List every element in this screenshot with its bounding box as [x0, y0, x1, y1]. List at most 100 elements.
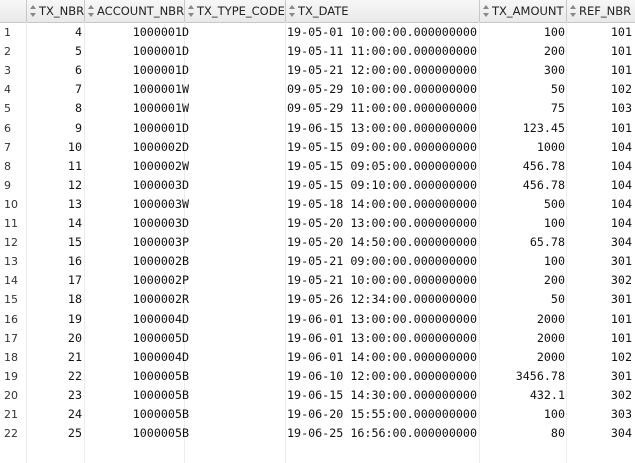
cell-tx-amount[interactable]: 200	[543, 273, 565, 288]
sort-arrows-icon[interactable]	[569, 4, 577, 18]
column-header-ref-nbr[interactable]: REF_NBR	[567, 0, 635, 22]
cell-ref-nbr[interactable]: 104	[610, 216, 632, 230]
table-row[interactable]: 13 16 1000002 B 19-05-21 09:00:00.000000000 1…	[0, 252, 635, 271]
cell-tx-amount[interactable]: 50	[550, 292, 565, 307]
cell-tx-date[interactable]: 19-05-15 09:05:00.000000000	[287, 158, 477, 173]
cell-ref-nbr[interactable]: 304	[610, 235, 632, 250]
cell-account-nbr[interactable]: 1000004	[132, 349, 182, 364]
cell-account-nbr[interactable]: 1000001	[132, 63, 182, 78]
cell-tx-type-code[interactable]: B	[182, 254, 190, 269]
cell-tx-nbr[interactable]: 6	[74, 63, 82, 78]
cell-tx-date[interactable]: 19-05-21 09:00:00.000000000	[287, 254, 477, 269]
table-row[interactable]: 8 11 1000002 W 19-05-15 09:05:00.000000000 45…	[0, 157, 635, 176]
cell-tx-date[interactable]: 19-06-25 16:56:00.000000000	[287, 426, 477, 441]
cell-tx-type-code[interactable]: D	[182, 44, 190, 59]
cell-tx-nbr[interactable]: 15	[67, 235, 82, 250]
cell-tx-date[interactable]: 19-05-20 13:00:00.000000000	[287, 216, 477, 230]
table-row[interactable]: 18 21 1000004 D 19-06-01 14:00:00.000000000 2…	[0, 348, 635, 367]
cell-ref-nbr[interactable]: 302	[610, 273, 632, 288]
table-row[interactable]: 10 13 1000003 W 19-05-18 14:00:00.000000000 5…	[0, 195, 635, 214]
cell-account-nbr[interactable]: 1000005	[132, 387, 182, 402]
cell-tx-nbr[interactable]: 19	[67, 311, 82, 326]
cell-tx-amount[interactable]: 432.1	[529, 387, 565, 402]
cell-account-nbr[interactable]: 1000002	[132, 158, 182, 173]
cell-tx-nbr[interactable]: 8	[74, 101, 82, 116]
cell-account-nbr[interactable]: 1000005	[132, 426, 182, 441]
cell-ref-nbr[interactable]: 104	[610, 139, 632, 154]
cell-account-nbr[interactable]: 1000005	[132, 368, 182, 383]
cell-tx-type-code[interactable]: D	[182, 216, 190, 230]
cell-tx-amount[interactable]: 456.78	[522, 177, 565, 192]
cell-tx-nbr[interactable]: 9	[74, 120, 82, 135]
column-header-tx-amount[interactable]: TX_AMOUNT	[480, 0, 567, 22]
cell-tx-amount[interactable]: 2000	[536, 330, 565, 345]
table-row[interactable]: 7 10 1000002 D 19-05-15 09:00:00.000000000 10…	[0, 138, 635, 157]
cell-account-nbr[interactable]: 1000001	[132, 44, 182, 59]
cell-account-nbr[interactable]: 1000001	[132, 82, 182, 97]
cell-account-nbr[interactable]: 1000003	[132, 177, 182, 192]
cell-tx-nbr[interactable]: 23	[67, 387, 82, 402]
cell-tx-date[interactable]: 19-05-21 10:00:00.000000000	[287, 273, 477, 288]
cell-tx-amount[interactable]: 100	[543, 407, 565, 421]
cell-account-nbr[interactable]: 1000003	[132, 216, 182, 230]
table-row[interactable]: 17 20 1000005 D 19-06-01 13:00:00.000000000 2…	[0, 329, 635, 348]
cell-ref-nbr[interactable]: 102	[610, 82, 632, 97]
cell-tx-date[interactable]: 19-06-01 13:00:00.000000000	[287, 330, 477, 345]
cell-tx-nbr[interactable]: 13	[67, 196, 82, 211]
cell-ref-nbr[interactable]: 104	[610, 158, 632, 173]
cell-tx-type-code[interactable]: B	[182, 368, 190, 383]
cell-tx-type-code[interactable]: B	[182, 407, 190, 421]
cell-tx-nbr[interactable]: 7	[74, 82, 82, 97]
cell-tx-type-code[interactable]: B	[182, 387, 190, 402]
sort-arrows-icon[interactable]	[29, 4, 37, 18]
cell-tx-type-code[interactable]: D	[182, 330, 190, 345]
cell-tx-nbr[interactable]: 21	[67, 349, 82, 364]
column-header-account-nbr[interactable]: ACCOUNT_NBR	[85, 0, 185, 22]
cell-tx-amount[interactable]: 2000	[536, 311, 565, 326]
table-row[interactable]: 20 23 1000005 B 19-06-15 14:30:00.000000000 4…	[0, 386, 635, 405]
cell-account-nbr[interactable]: 1000005	[132, 330, 182, 345]
cell-ref-nbr[interactable]: 304	[610, 426, 632, 441]
cell-tx-date[interactable]: 19-06-01 14:00:00.000000000	[287, 349, 477, 364]
cell-tx-type-code[interactable]: D	[182, 139, 190, 154]
cell-account-nbr[interactable]: 1000003	[132, 196, 182, 211]
cell-tx-amount[interactable]: 3456.78	[515, 368, 565, 383]
table-row[interactable]: 21 24 1000005 B 19-06-20 15:55:00.000000000 1…	[0, 405, 635, 424]
cell-tx-amount[interactable]: 100	[543, 216, 565, 230]
cell-tx-date[interactable]: 19-06-15 14:30:00.000000000	[287, 387, 477, 402]
cell-tx-amount[interactable]: 2000	[536, 349, 565, 364]
cell-ref-nbr[interactable]: 103	[610, 101, 632, 116]
cell-account-nbr[interactable]: 1000005	[132, 407, 182, 421]
table-row[interactable]: 19 22 1000005 B 19-06-10 12:00:00.000000000 3…	[0, 367, 635, 386]
cell-ref-nbr[interactable]: 101	[610, 120, 632, 135]
cell-ref-nbr[interactable]: 101	[610, 63, 632, 78]
table-row[interactable]: 14 17 1000002 P 19-05-21 10:00:00.000000000 2…	[0, 271, 635, 290]
cell-tx-type-code[interactable]: P	[182, 273, 190, 288]
cell-tx-date[interactable]: 19-05-15 09:10:00.000000000	[287, 177, 477, 192]
cell-ref-nbr[interactable]: 301	[610, 254, 632, 269]
cell-tx-date[interactable]: 19-05-01 10:00:00.000000000	[287, 25, 477, 39]
table-row[interactable]: 6 9 1000001 D 19-06-15 13:00:00.000000000 123…	[0, 119, 635, 138]
cell-tx-type-code[interactable]: W	[182, 82, 190, 97]
cell-tx-date[interactable]: 19-06-20 15:55:00.000000000	[287, 407, 477, 421]
cell-ref-nbr[interactable]: 104	[610, 177, 632, 192]
cell-account-nbr[interactable]: 1000001	[132, 25, 182, 39]
column-header-tx-date[interactable]: TX_DATE	[286, 0, 480, 22]
cell-tx-date[interactable]: 19-05-18 14:00:00.000000000	[287, 196, 477, 211]
cell-tx-type-code[interactable]: P	[182, 235, 190, 250]
cell-tx-amount[interactable]: 75	[550, 101, 565, 116]
cell-tx-type-code[interactable]: D	[182, 63, 190, 78]
cell-ref-nbr[interactable]: 104	[610, 196, 632, 211]
cell-tx-date[interactable]: 19-05-21 12:00:00.000000000	[287, 63, 477, 78]
cell-ref-nbr[interactable]: 101	[610, 44, 632, 59]
cell-account-nbr[interactable]: 1000004	[132, 311, 182, 326]
cell-account-nbr[interactable]: 1000001	[132, 120, 182, 135]
cell-tx-amount[interactable]: 456.78	[522, 158, 565, 173]
cell-ref-nbr[interactable]: 102	[610, 349, 632, 364]
sort-arrows-icon[interactable]	[288, 4, 296, 18]
cell-tx-amount[interactable]: 100	[543, 254, 565, 269]
table-row[interactable]: 12 15 1000003 P 19-05-20 14:50:00.000000000 6…	[0, 233, 635, 252]
cell-account-nbr[interactable]: 1000002	[132, 273, 182, 288]
cell-tx-amount[interactable]: 200	[543, 44, 565, 59]
cell-tx-nbr[interactable]: 24	[67, 407, 82, 421]
